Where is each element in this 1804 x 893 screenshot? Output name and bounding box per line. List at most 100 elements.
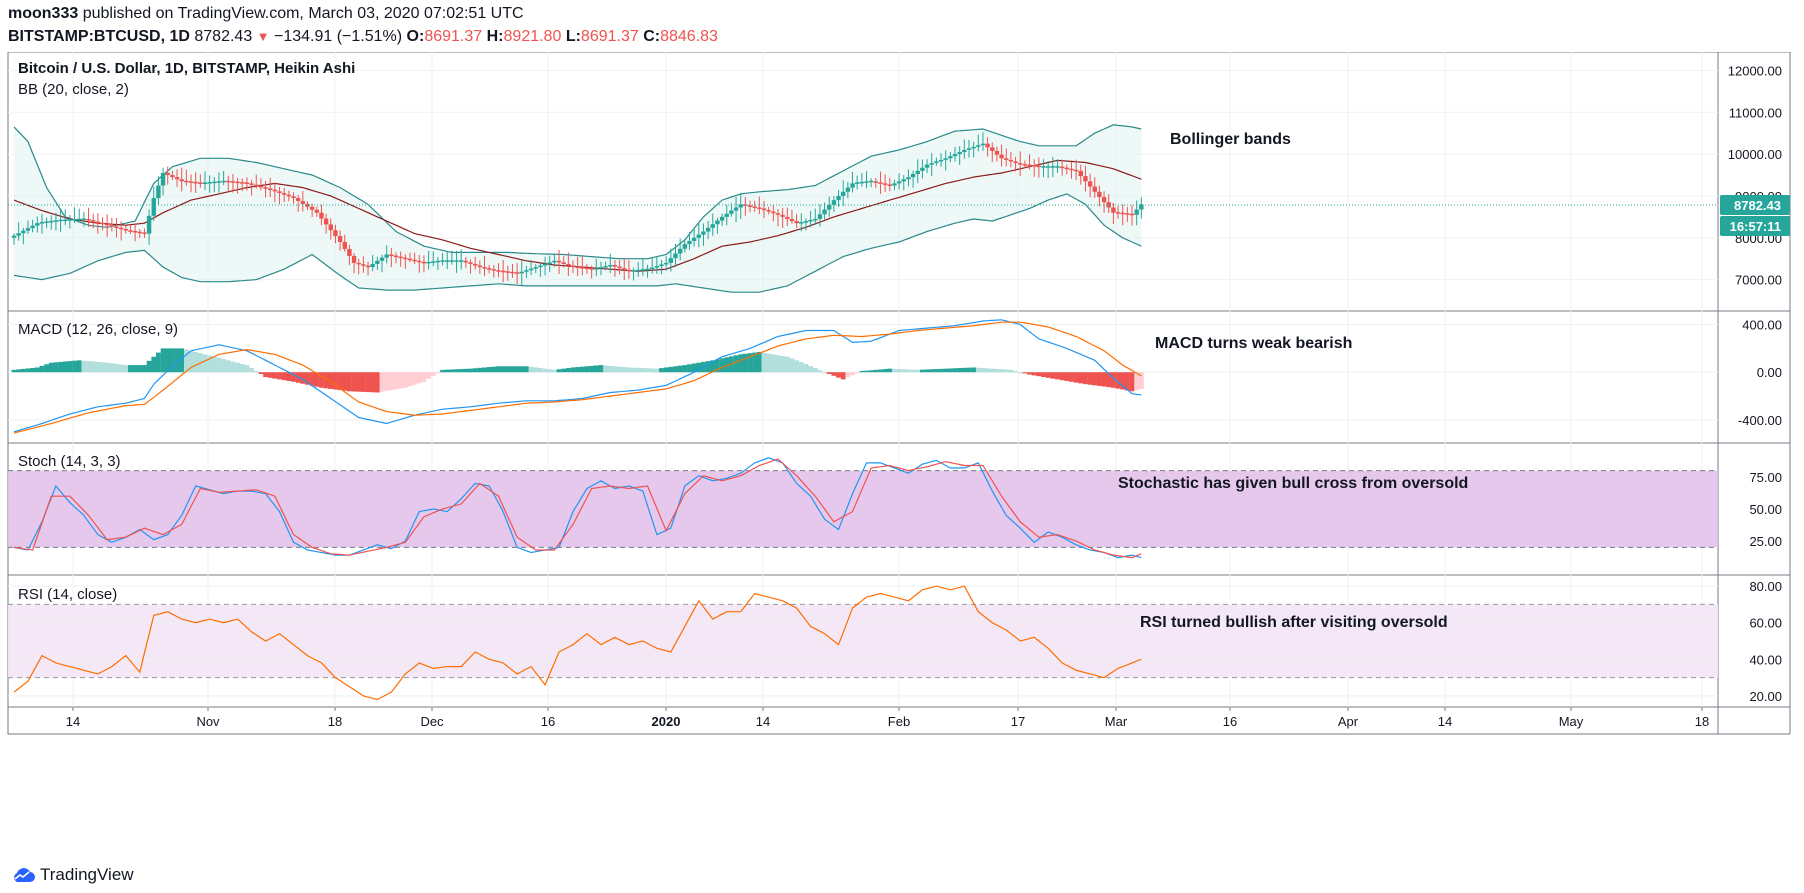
candle bbox=[389, 254, 394, 257]
macd-histogram-bar bbox=[910, 369, 916, 373]
macd-histogram-bar bbox=[281, 372, 287, 381]
candle bbox=[328, 224, 333, 231]
rsi-tick-label: 20.00 bbox=[1749, 689, 1782, 704]
macd-histogram-bar bbox=[230, 361, 236, 373]
candle bbox=[640, 269, 646, 271]
candle bbox=[552, 260, 557, 263]
time-axis-label: 14 bbox=[66, 714, 80, 729]
tradingview-logo[interactable]: TradingView bbox=[10, 865, 134, 885]
macd-histogram-bar bbox=[761, 352, 767, 373]
candle bbox=[845, 187, 851, 192]
candle bbox=[757, 207, 762, 209]
publisher-name[interactable]: moon333 bbox=[8, 5, 79, 22]
chart-area[interactable]: 14 Nov 18 Dec 16 2020 14 Feb 17 Mar 16 Apr 14 May 18 12… bbox=[0, 52, 1804, 852]
candle bbox=[500, 270, 506, 273]
macd-histogram-bar bbox=[724, 357, 730, 373]
macd-histogram-bar bbox=[687, 364, 692, 373]
macd-histogram-bar bbox=[845, 372, 851, 378]
candle bbox=[95, 221, 101, 223]
macd-histogram-bar bbox=[1078, 372, 1084, 384]
macd-histogram-bar bbox=[374, 372, 380, 393]
candle bbox=[966, 148, 972, 150]
time-axis-label: 2020 bbox=[652, 714, 681, 729]
macd-histogram-bar bbox=[575, 367, 581, 373]
macd-histogram-bar bbox=[328, 372, 334, 389]
macd-histogram-bar bbox=[48, 362, 54, 373]
macd-histogram-bar bbox=[402, 372, 408, 388]
macd-annotation: MACD turns weak bearish bbox=[1155, 335, 1352, 352]
macd-histogram-bar bbox=[822, 372, 827, 374]
candle bbox=[268, 188, 273, 190]
candle bbox=[510, 271, 515, 274]
candle bbox=[687, 240, 692, 245]
macd-histogram-bar bbox=[365, 372, 371, 393]
macd-histogram-bar bbox=[449, 369, 455, 373]
candle bbox=[603, 266, 608, 268]
candle bbox=[468, 262, 473, 264]
macd-histogram-bar bbox=[20, 368, 26, 373]
macd-histogram-bar bbox=[752, 352, 758, 373]
macd-histogram-bar bbox=[1129, 372, 1135, 392]
candle bbox=[733, 207, 739, 211]
candle bbox=[878, 182, 883, 184]
candle bbox=[822, 209, 827, 215]
candle bbox=[445, 260, 450, 262]
candle bbox=[16, 233, 21, 236]
macd-signal-line bbox=[13, 321, 1142, 434]
candle bbox=[463, 260, 469, 263]
candle bbox=[1106, 202, 1111, 208]
candle bbox=[738, 204, 743, 208]
macd-histogram-bar bbox=[454, 369, 459, 373]
macd-histogram-bar bbox=[1027, 372, 1032, 375]
macd-histogram-bar bbox=[947, 368, 953, 373]
candle bbox=[486, 268, 492, 270]
candle bbox=[761, 208, 767, 211]
macd-histogram-bar bbox=[915, 369, 921, 373]
candle bbox=[696, 234, 701, 238]
candle bbox=[160, 172, 166, 186]
macd-histogram-bar bbox=[249, 368, 254, 373]
candle bbox=[1022, 164, 1028, 166]
macd-histogram-bar bbox=[1031, 372, 1037, 376]
macd-tick-label: -400.00 bbox=[1738, 413, 1782, 428]
time-axis-label: Dec bbox=[420, 714, 444, 729]
macd-histogram-bar bbox=[859, 371, 865, 373]
candle bbox=[612, 264, 618, 267]
macd-histogram-bar bbox=[1036, 372, 1042, 377]
bollinger-annotation: Bollinger bands bbox=[1170, 131, 1291, 148]
macd-histogram-bar bbox=[603, 365, 609, 373]
candle bbox=[77, 218, 82, 221]
candle bbox=[854, 182, 860, 184]
candle bbox=[1139, 204, 1144, 210]
macd-histogram-bar bbox=[966, 367, 972, 373]
macd-histogram-bar bbox=[53, 362, 59, 373]
macd-histogram-bar bbox=[407, 372, 413, 387]
macd-histogram-bar bbox=[486, 367, 492, 373]
macd-histogram-bar bbox=[756, 351, 762, 373]
candle bbox=[556, 260, 562, 263]
macd-histogram-bar bbox=[398, 372, 404, 389]
macd-histogram-bar bbox=[738, 354, 744, 373]
candle bbox=[1004, 158, 1009, 160]
macd-histogram-bar bbox=[719, 358, 725, 373]
macd-histogram-bar bbox=[1055, 372, 1060, 380]
candle bbox=[156, 185, 161, 199]
candle bbox=[794, 221, 799, 224]
candle bbox=[212, 181, 217, 184]
candle bbox=[859, 181, 865, 184]
candle bbox=[30, 225, 35, 229]
candle bbox=[449, 260, 455, 262]
candle bbox=[188, 181, 194, 183]
macd-histogram-bar bbox=[72, 360, 77, 373]
candle bbox=[1073, 169, 1079, 172]
candle bbox=[146, 215, 152, 234]
macd-histogram-bar bbox=[864, 370, 869, 373]
candle bbox=[780, 214, 785, 217]
macd-histogram-bar bbox=[491, 366, 497, 373]
candle bbox=[608, 264, 613, 267]
macd-histogram-bar bbox=[780, 355, 786, 373]
macd-histogram-bar bbox=[742, 353, 748, 373]
time-axis-label: Feb bbox=[888, 714, 910, 729]
candle bbox=[920, 167, 925, 171]
open-value: 8691.37 bbox=[424, 28, 483, 45]
